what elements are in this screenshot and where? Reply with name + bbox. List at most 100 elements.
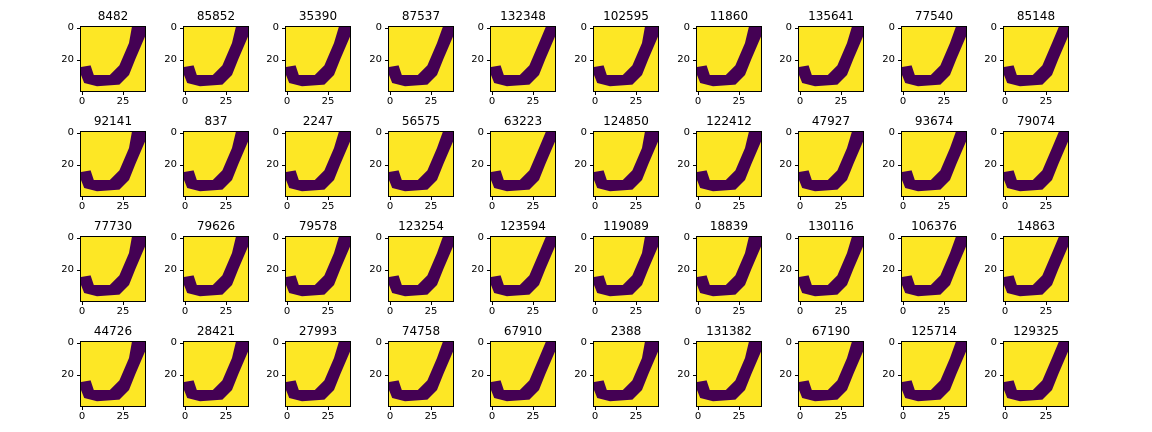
y-tick-mark [590, 28, 593, 29]
y-tick-label: 0 [683, 232, 690, 243]
y-tick-mark [898, 60, 901, 61]
y-tick-mark [693, 343, 696, 344]
subplot-image [798, 26, 864, 92]
x-tick-label: 0 [694, 306, 702, 317]
subplot-image [593, 341, 659, 407]
y-tick-mark [487, 270, 490, 271]
subplot-title: 35390 [298, 9, 338, 23]
y-tick-mark [487, 343, 490, 344]
x-tick-label: 25 [219, 201, 233, 212]
y-tick-label: 20 [471, 264, 484, 275]
y-tick-mark [590, 133, 593, 134]
y-tick-mark [1000, 133, 1003, 134]
y-tick-label: 20 [61, 264, 74, 275]
y-tick-mark [385, 270, 388, 271]
x-tick-label: 25 [1039, 201, 1053, 212]
y-tick-label: 0 [785, 337, 792, 348]
y-tick-mark [795, 60, 798, 61]
y-tick-mark [1000, 60, 1003, 61]
letter-j-shape [491, 342, 555, 402]
y-tick-label: 0 [272, 22, 279, 33]
y-tick-label: 0 [990, 22, 997, 33]
x-tick-label: 0 [78, 96, 86, 107]
x-tick-label: 25 [937, 201, 951, 212]
y-tick-mark [898, 270, 901, 271]
y-tick-label: 20 [369, 54, 382, 65]
y-tick-label: 20 [61, 159, 74, 170]
y-tick-mark [693, 28, 696, 29]
subplot-image [696, 26, 762, 92]
x-tick-mark [1005, 197, 1006, 200]
subplot-image [901, 341, 967, 407]
y-tick-label: 0 [170, 337, 177, 348]
x-tick-mark [698, 197, 699, 200]
x-tick-label: 25 [629, 201, 643, 212]
letter-j-shape [594, 27, 658, 87]
x-tick-mark [698, 302, 699, 305]
x-tick-label: 0 [78, 411, 86, 422]
letter-j-shape [902, 27, 966, 87]
letter-j-shape [1004, 237, 1068, 297]
x-tick-mark [123, 407, 124, 410]
y-tick-label: 20 [882, 54, 895, 65]
x-tick-label: 25 [321, 96, 335, 107]
y-tick-label: 20 [61, 369, 74, 380]
x-tick-label: 0 [488, 96, 496, 107]
y-tick-mark [385, 28, 388, 29]
y-tick-label: 0 [375, 337, 382, 348]
x-tick-label: 0 [78, 306, 86, 317]
y-tick-mark [385, 133, 388, 134]
y-tick-mark [898, 343, 901, 344]
y-tick-mark [487, 375, 490, 376]
subplot-image [1003, 236, 1069, 302]
y-tick-label: 20 [677, 159, 690, 170]
x-tick-label: 25 [1039, 306, 1053, 317]
letter-j-shape [184, 237, 248, 297]
x-tick-mark [903, 302, 904, 305]
x-tick-mark [595, 302, 596, 305]
subplot-title: 131382 [706, 324, 752, 338]
y-tick-mark [77, 165, 80, 166]
y-tick-label: 20 [984, 369, 997, 380]
subplot-title: 63223 [503, 114, 543, 128]
subplot-image [1003, 26, 1069, 92]
x-tick-mark [636, 197, 637, 200]
subplot-image [901, 236, 967, 302]
letter-j-shape [389, 237, 453, 297]
y-tick-mark [77, 375, 80, 376]
subplot-title: 28421 [196, 324, 236, 338]
subplot-title: 79074 [1016, 114, 1056, 128]
y-tick-label: 0 [580, 22, 587, 33]
x-tick-label: 0 [181, 411, 189, 422]
subplot-image [80, 26, 146, 92]
x-tick-mark [944, 92, 945, 95]
y-tick-mark [282, 60, 285, 61]
y-tick-label: 0 [272, 337, 279, 348]
y-tick-mark [590, 165, 593, 166]
x-tick-label: 0 [283, 96, 291, 107]
y-tick-label: 0 [683, 337, 690, 348]
y-tick-label: 20 [61, 54, 74, 65]
x-tick-mark [1005, 92, 1006, 95]
x-tick-mark [82, 197, 83, 200]
x-tick-mark [944, 197, 945, 200]
subplot-title: 135641 [808, 9, 854, 23]
x-tick-mark [226, 302, 227, 305]
x-tick-label: 25 [732, 411, 746, 422]
subplot-title: 85148 [1016, 9, 1056, 23]
x-tick-mark [1046, 92, 1047, 95]
subplot-title: 123594 [500, 219, 546, 233]
x-tick-label: 25 [424, 201, 438, 212]
y-tick-label: 20 [984, 159, 997, 170]
y-tick-label: 20 [471, 54, 484, 65]
subplot-image [490, 26, 556, 92]
y-tick-mark [590, 343, 593, 344]
y-tick-label: 0 [580, 337, 587, 348]
y-tick-label: 0 [272, 232, 279, 243]
letter-j-shape [389, 132, 453, 192]
subplot-image [490, 341, 556, 407]
letter-j-shape [594, 132, 658, 192]
y-tick-label: 20 [574, 264, 587, 275]
x-tick-label: 25 [116, 306, 130, 317]
y-tick-mark [795, 238, 798, 239]
